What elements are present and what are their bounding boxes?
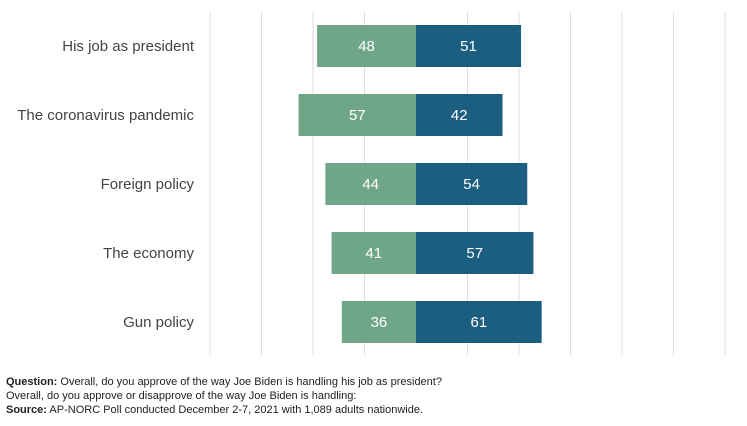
data-label-disapprove-gun-policy: 61 (470, 314, 487, 331)
bar-approve-gun-policy (341, 301, 416, 343)
category-label-the-coronavirus-pandemic: The coronavirus pandemic (17, 107, 194, 124)
legend-label-disapprove: Disapprove (446, 0, 522, 1)
category-label-his-job-as-president: His job as president (62, 38, 195, 55)
category-label-the-economy: The economy (103, 245, 194, 262)
data-label-approve-foreign-policy: 44 (362, 176, 379, 193)
legend: Approve Disapprove (318, 0, 522, 1)
category-label-foreign-policy: Foreign policy (101, 176, 195, 193)
bars: 48 51 57 42 44 54 41 57 36 61 (298, 25, 542, 343)
category-labels: His job as president The coronavirus pand… (17, 38, 195, 331)
question-label: Question: (6, 376, 58, 388)
data-label-approve-the-economy: 41 (365, 245, 382, 262)
data-label-approve-gun-policy: 36 (371, 314, 388, 331)
source-line: Source: AP-NORC Poll conducted December … (6, 403, 442, 417)
question-line-2: Overall, do you approve or disapprove of… (6, 390, 357, 402)
bar-approve-the-coronavirus-pandemic (298, 94, 416, 136)
source-text: AP-NORC Poll conducted December 2-7, 202… (46, 404, 424, 416)
bar-disapprove-the-economy (416, 232, 534, 274)
data-label-disapprove-the-economy: 57 (466, 245, 483, 262)
bar-approve-foreign-policy (325, 163, 416, 205)
source-label: Source: (6, 404, 47, 416)
data-label-disapprove-his-job-as-president: 51 (460, 38, 477, 55)
question-text: Overall, do you approve of the way Joe B… (57, 376, 442, 388)
bar-disapprove-his-job-as-president (416, 25, 522, 67)
footnote: Question: Overall, do you approve of the… (6, 375, 442, 417)
question-line: Question: Overall, do you approve of the… (6, 375, 442, 389)
data-label-disapprove-foreign-policy: 54 (463, 176, 480, 193)
data-label-approve-his-job-as-president: 48 (358, 38, 375, 55)
data-label-approve-the-coronavirus-pandemic: 57 (349, 107, 366, 124)
bar-approve-his-job-as-president (317, 25, 416, 67)
data-label-disapprove-the-coronavirus-pandemic: 42 (451, 107, 468, 124)
bar-approve-the-economy (331, 232, 416, 274)
legend-label-approve: Approve (318, 0, 374, 1)
diverging-bar-chart: Approve Disapprove 48 51 57 42 44 54 41 57 36 61 H… (17, 0, 726, 355)
bar-disapprove-the-coronavirus-pandemic (416, 94, 503, 136)
bar-disapprove-gun-policy (416, 301, 542, 343)
bar-disapprove-foreign-policy (416, 163, 528, 205)
category-label-gun-policy: Gun policy (123, 314, 194, 331)
